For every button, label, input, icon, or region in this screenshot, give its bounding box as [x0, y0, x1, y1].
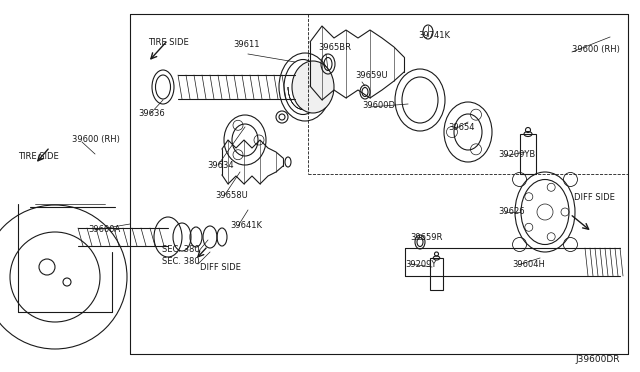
- Text: 39634: 39634: [207, 161, 234, 170]
- Text: 39600 (RH): 39600 (RH): [572, 45, 620, 54]
- Text: 39600A: 39600A: [88, 225, 120, 234]
- Text: 39641K: 39641K: [230, 221, 262, 230]
- Text: DIFF SIDE: DIFF SIDE: [200, 263, 241, 272]
- Text: 39611: 39611: [233, 40, 259, 49]
- Text: 39209YB: 39209YB: [498, 150, 535, 159]
- Text: SEC. 380: SEC. 380: [162, 245, 200, 254]
- Text: 39626: 39626: [498, 207, 525, 216]
- Text: 39741K: 39741K: [418, 31, 450, 40]
- Text: 3965BR: 3965BR: [318, 43, 351, 52]
- Bar: [430, 258, 443, 290]
- Text: 39659U: 39659U: [355, 71, 388, 80]
- Text: 39600 (RH): 39600 (RH): [72, 135, 120, 144]
- Text: 39600D: 39600D: [362, 101, 395, 110]
- Text: 39209Y: 39209Y: [405, 260, 436, 269]
- Text: 39636: 39636: [138, 109, 164, 118]
- Text: 39604H: 39604H: [512, 260, 545, 269]
- Text: TIRE SIDE: TIRE SIDE: [18, 152, 59, 161]
- Ellipse shape: [292, 61, 334, 113]
- Text: DIFF SIDE: DIFF SIDE: [574, 193, 615, 202]
- Text: 39658U: 39658U: [215, 191, 248, 200]
- Text: SEC. 380: SEC. 380: [162, 257, 200, 266]
- Bar: [520, 134, 536, 174]
- Text: J39600DR: J39600DR: [575, 355, 620, 364]
- Text: 39659R: 39659R: [410, 233, 442, 242]
- Text: TIRE SIDE: TIRE SIDE: [148, 38, 189, 47]
- Text: 39654: 39654: [448, 123, 474, 132]
